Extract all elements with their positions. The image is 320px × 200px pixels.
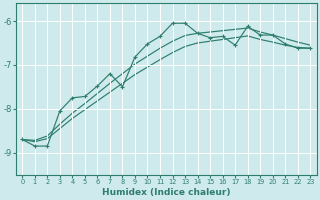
X-axis label: Humidex (Indice chaleur): Humidex (Indice chaleur) (102, 188, 230, 197)
